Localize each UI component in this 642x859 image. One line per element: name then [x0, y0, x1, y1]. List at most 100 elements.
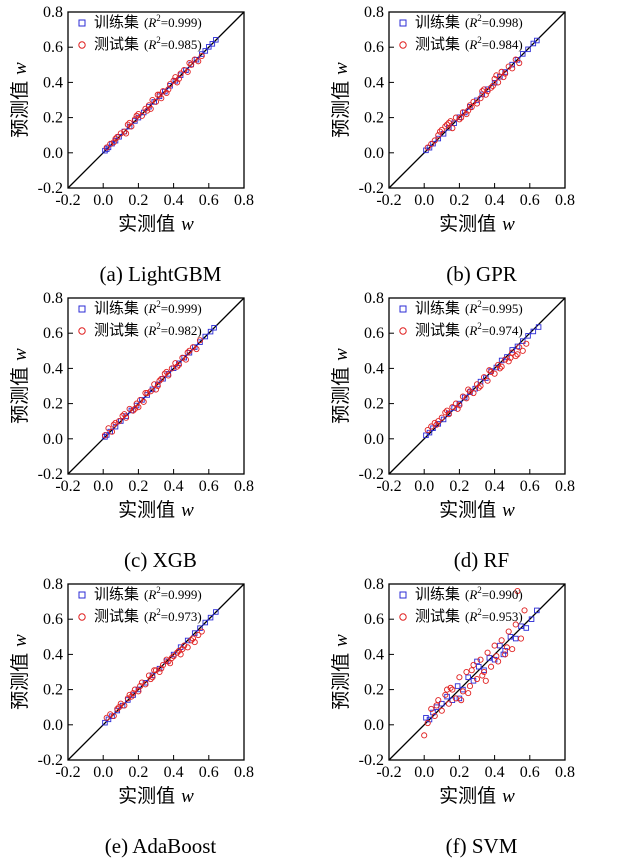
y-tick-label: 0.4: [364, 360, 384, 377]
y-tick-label: -0.2: [38, 752, 63, 769]
test-point: [142, 681, 149, 688]
train-point: [435, 421, 442, 427]
legend-label: 训练集: [94, 299, 139, 317]
train-point: [518, 623, 524, 629]
y-tick-label: 0.0: [364, 717, 384, 734]
y-tick-label: 0.8: [364, 290, 384, 307]
test-point: [189, 635, 197, 642]
y-tick-label: 0.6: [364, 325, 384, 342]
test-point: [152, 667, 160, 674]
test-point: [493, 653, 500, 660]
plot-frame: [388, 11, 566, 189]
test-point: [444, 686, 451, 693]
test-point: [459, 688, 466, 695]
test-point: [491, 642, 498, 649]
test-point: [516, 344, 523, 351]
test-point: [138, 679, 145, 686]
train-point: [525, 46, 531, 53]
test-point: [181, 642, 188, 649]
legend-r2: (R2=0.999): [144, 585, 202, 602]
test-point: [449, 404, 456, 411]
scatter-plot: -0.2-0.2 0.0 0.0 0.2 0.2 0.4 0.4 0.6 0.6 0.8 0.8 训练…: [9, 290, 254, 521]
x-tick-label: 0.4: [485, 192, 505, 209]
train-point: [135, 114, 142, 121]
y-tick-label: 0.0: [43, 431, 63, 448]
test-point: [512, 621, 519, 628]
test-point: [170, 653, 177, 660]
test-point: [121, 702, 128, 709]
y-tick-label: 0.8: [364, 576, 384, 593]
test-point: [163, 89, 170, 97]
test-point: [435, 697, 442, 704]
test-point: [133, 112, 140, 119]
scatter-plot: -0.2-0.2 0.0 0.0 0.2 0.2 0.4 0.4 0.6 0.6 0.8 0.8 训练…: [330, 4, 575, 235]
test-point: [114, 705, 121, 713]
test-point: [191, 639, 198, 646]
test-point: [195, 58, 202, 65]
test-point: [182, 356, 189, 363]
x-tick-label: 0.6: [199, 478, 219, 495]
test-point: [158, 375, 165, 383]
test-point: [438, 707, 445, 714]
train-point: [456, 695, 463, 702]
test-point: [452, 695, 459, 702]
test-point: [447, 684, 454, 691]
train-point: [509, 347, 515, 353]
x-tick-label: 0.4: [164, 192, 184, 209]
test-point: [442, 691, 449, 698]
train-point: [149, 386, 156, 393]
test-point: [498, 363, 505, 370]
test-point: [509, 646, 516, 653]
test-point: [117, 700, 124, 707]
train-point: [444, 693, 450, 700]
y-axis-label: 预测值 w: [9, 62, 31, 138]
train-point: [470, 678, 477, 684]
test-point: [115, 418, 123, 425]
train-point: [197, 625, 203, 631]
y-tick-label: 0.2: [364, 682, 384, 699]
x-tick-label: 0.0: [414, 192, 434, 209]
test-point: [193, 345, 200, 353]
test-point: [121, 128, 128, 135]
x-tick-label: -0.2: [55, 764, 80, 781]
test-point: [147, 675, 154, 683]
test-point: [177, 70, 184, 77]
test-point: [428, 705, 435, 713]
test-point: [438, 414, 445, 421]
test-point: [519, 347, 526, 354]
test-point: [517, 635, 525, 642]
y-tick-label: 0.2: [43, 110, 63, 127]
test-point: [175, 75, 182, 82]
test-point: [496, 365, 503, 372]
train-point: [525, 333, 531, 339]
test-point: [486, 367, 493, 374]
test-point: [488, 368, 495, 375]
train-point: [486, 655, 493, 661]
legend-square-marker: [78, 591, 86, 599]
train-point: [423, 715, 429, 721]
x-tick-label: 0.8: [234, 478, 254, 495]
test-point: [123, 130, 130, 137]
panel-caption: (a) LightGBM: [99, 262, 222, 286]
x-tick-label: 0.8: [234, 192, 254, 209]
y-tick-label: 0.4: [364, 74, 384, 91]
test-point: [431, 712, 438, 720]
test-point: [495, 658, 502, 665]
legend-label: 训练集: [415, 299, 460, 317]
x-tick-label: 0.4: [485, 764, 505, 781]
y-tick-label: 0.6: [43, 325, 63, 342]
y-tick-label: 0.4: [364, 646, 384, 663]
train-point: [498, 357, 505, 364]
legend-r2: (R2=0.999): [144, 299, 202, 316]
test-point: [470, 661, 477, 669]
test-point: [482, 677, 489, 684]
x-tick-label: 0.0: [414, 764, 434, 781]
test-point: [124, 695, 131, 702]
test-point: [137, 683, 144, 690]
x-tick-label: 0.0: [93, 192, 113, 209]
train-point: [530, 40, 537, 47]
test-point: [477, 656, 484, 663]
x-axis-label: 实测值 w: [439, 213, 515, 235]
train-point: [502, 648, 508, 654]
train-point: [523, 625, 530, 631]
